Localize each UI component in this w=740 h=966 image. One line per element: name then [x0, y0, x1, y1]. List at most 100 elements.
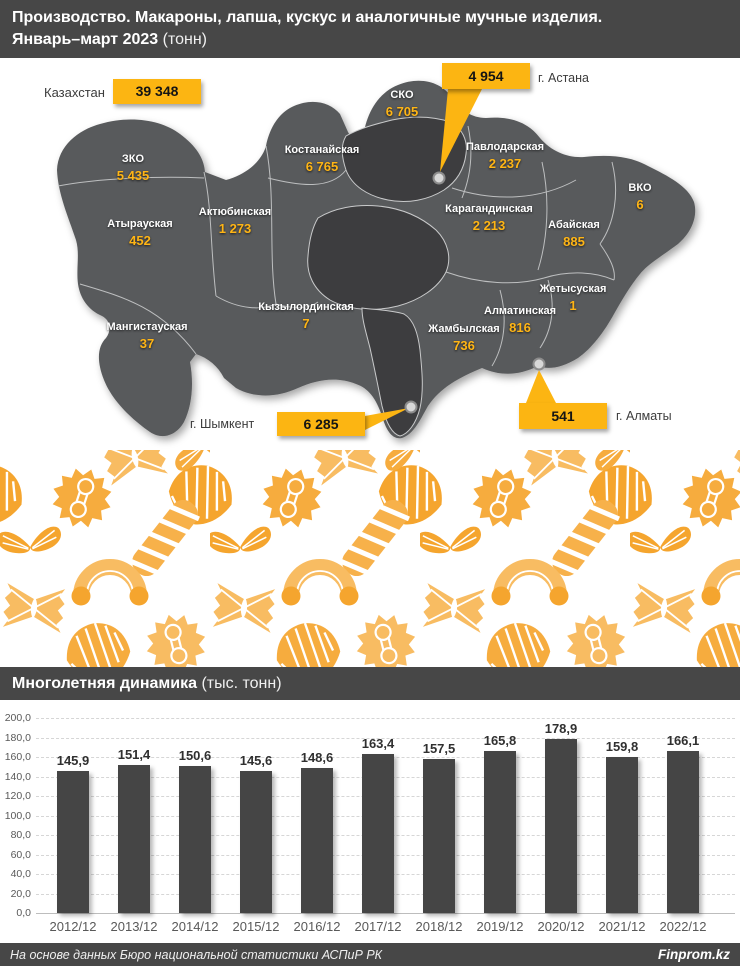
region-value: 816 — [509, 320, 531, 335]
bar — [362, 753, 394, 913]
x-axis-label: 2022/12 — [659, 919, 707, 934]
map-region-label-zhetysu: Жетысуская 1 — [540, 282, 607, 315]
bar — [301, 768, 333, 913]
title-bar: Производство. Макароны, лапша, кускус и … — [0, 0, 740, 58]
chart-title: Многолетняя динамика — [12, 675, 197, 692]
region-value: 452 — [129, 233, 151, 248]
astana-pointer — [440, 89, 482, 172]
region-value: 7 — [302, 316, 310, 331]
region-name: Кызылординская — [258, 301, 354, 313]
map-region-label-aktobe: Актюбинская 1 273 — [199, 205, 271, 238]
brand-logo: Finprom.kz — [657, 947, 730, 962]
bar-value-label: 157,5 — [422, 741, 456, 757]
region-name: Костанайская — [284, 144, 360, 156]
y-axis-tick: 140,0 — [4, 770, 31, 783]
bar — [57, 770, 89, 913]
y-axis-tick: 60,0 — [10, 848, 31, 861]
almaty-dot — [532, 357, 546, 371]
x-axis-label: 2013/12 — [110, 919, 158, 934]
x-axis-label: 2014/12 — [171, 919, 219, 934]
region-name: Павлодарская — [465, 141, 545, 153]
subtitle-unit: (тонн) — [162, 31, 207, 48]
map-internal-borders — [57, 125, 617, 367]
region-name: СКО — [390, 89, 414, 101]
region-name: Актюбинская — [198, 206, 272, 218]
map-region-label-abay: Абайская 885 — [548, 218, 600, 251]
region-value: 2 237 — [488, 156, 522, 171]
x-axis-label: 2020/12 — [537, 919, 585, 934]
region-value: 5 435 — [116, 168, 150, 183]
map-region-label-zhambyl: Жамбылская 736 — [428, 322, 499, 355]
bar-value-label: 178,9 — [544, 720, 578, 736]
bar — [667, 751, 699, 913]
y-axis-tick: 100,0 — [4, 809, 31, 822]
region-name: ЗКО — [121, 153, 145, 165]
astana-value-box: 4 954 — [442, 63, 530, 89]
region-name: Жетысуская — [539, 283, 607, 295]
map-region-label-pavlodar: Павлодарская 2 237 — [466, 140, 544, 173]
region-name: Алматинская — [484, 305, 556, 317]
callout-pointers — [365, 89, 556, 430]
chart-unit: (тыс. тонн) — [201, 675, 282, 692]
region-name: Мангистауская — [106, 321, 188, 333]
x-axis-label: 2015/12 — [232, 919, 280, 934]
region-value: 885 — [563, 234, 585, 249]
map-region-label-vko: ВКО 6 — [628, 181, 651, 214]
y-axis-tick: 20,0 — [10, 887, 31, 900]
bar-value-label: 159,8 — [605, 739, 639, 755]
country-total-value: 39 348 — [113, 79, 201, 104]
shymkent-city-label: г. Шымкент — [190, 417, 255, 431]
city-dots — [404, 171, 546, 414]
gridline — [36, 737, 735, 739]
x-axis-label: 2017/12 — [354, 919, 402, 934]
region-name: Карагандинская — [445, 203, 533, 215]
region-value: 6 765 — [305, 159, 339, 174]
chart-section-header: Многолетняя динамика (тыс. тонн) — [0, 667, 740, 700]
region-value: 2 213 — [472, 218, 506, 233]
bar-value-label: 145,6 — [239, 753, 273, 769]
subtitle-period: Январь–март 2023 — [12, 31, 159, 48]
map-region-ulytau-dark — [307, 205, 450, 310]
footer-bar: На основе данных Бюро национальной стати… — [0, 943, 740, 966]
bar — [423, 759, 455, 913]
astana-dot — [432, 171, 446, 185]
map-region-label-karaganda: Карагандинская 2 213 — [445, 202, 533, 235]
map-svg — [57, 80, 696, 439]
shymkent-dot — [404, 400, 418, 414]
shymkent-pointer — [365, 408, 409, 430]
y-axis-tick: 160,0 — [4, 751, 31, 763]
region-value: 1 273 — [218, 221, 252, 236]
map-region-label-almaty_obl: Алматинская 816 — [484, 304, 556, 337]
pasta-pattern-band — [0, 450, 740, 667]
x-axis-label: 2018/12 — [415, 919, 463, 934]
bar-value-label: 148,6 — [300, 750, 334, 766]
bar — [240, 771, 272, 913]
gridline — [36, 718, 735, 719]
kazakhstan-map: Казахстан 39 348 4 954 г. Астана 541 г. … — [0, 58, 740, 450]
almaty-value-box: 541 — [519, 403, 607, 429]
y-axis-tick: 40,0 — [10, 868, 31, 880]
bar-chart: 0,0 20,0 40,0 60,0 80,0 100,0 120,0 140,0 160,0 1… — [0, 700, 740, 943]
almaty-city-label: г. Алматы — [616, 409, 672, 423]
bar — [545, 738, 577, 913]
source-note: На основе данных Бюро национальной стати… — [10, 947, 383, 962]
almaty-pointer — [526, 370, 556, 403]
pasta-pattern-svg — [0, 450, 740, 667]
bar-value-label: 166,1 — [666, 733, 700, 749]
page-title: Производство. Макароны, лапша, кускус и … — [12, 9, 603, 26]
gridline — [36, 913, 735, 914]
y-axis-tick: 200,0 — [4, 712, 31, 724]
region-name: ВКО — [628, 182, 652, 194]
y-axis-tick: 120,0 — [4, 790, 31, 802]
region-value: 6 705 — [385, 104, 419, 119]
bar-value-label: 165,8 — [483, 733, 517, 749]
x-axis-label: 2021/12 — [598, 919, 646, 934]
region-value: 1 — [569, 298, 577, 313]
bar — [118, 765, 150, 913]
shymkent-value-box: 6 285 — [277, 412, 365, 436]
y-axis-tick: 0,0 — [16, 907, 31, 919]
bar — [606, 757, 638, 913]
region-name: Жамбылская — [428, 323, 500, 335]
map-region-label-kyzylorda: Кызылординская 7 — [258, 300, 354, 333]
y-axis-tick: 180,0 — [4, 731, 31, 744]
